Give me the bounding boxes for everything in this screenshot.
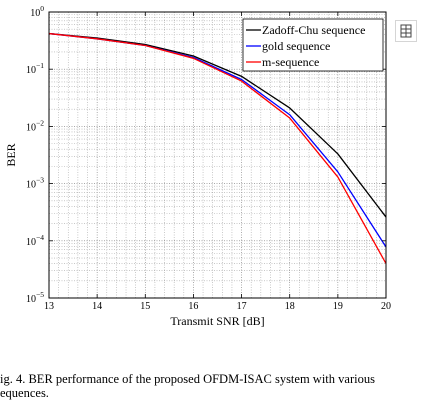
series-line-3 <box>48 32 387 264</box>
legend: Zadoff-Chu sequence gold sequence m-sequen… <box>242 18 384 72</box>
y-tick-exponent: −1 <box>36 61 44 70</box>
y-tick-exponent: −5 <box>36 290 44 299</box>
y-tick-label: 10−3 <box>26 176 44 191</box>
legend-box <box>242 18 384 72</box>
y-tick-base: 10 <box>26 237 36 248</box>
x-tick-label: 15 <box>140 301 150 312</box>
chart-series <box>48 32 387 264</box>
figure-caption: ig. 4. BER performance of the proposed O… <box>0 372 431 400</box>
table-icon[interactable] <box>395 20 417 42</box>
tick-marks <box>48 11 387 299</box>
y-tick-base: 10 <box>26 65 36 76</box>
x-tick-label: 14 <box>92 301 102 312</box>
series-line-1 <box>48 32 387 218</box>
legend-label: m-sequence <box>262 55 319 69</box>
y-tick-base: 10 <box>26 294 36 305</box>
caption-line-1: ig. 4. BER performance of the proposed O… <box>0 372 375 386</box>
y-tick-base: 10 <box>30 8 40 19</box>
x-tick-label: 17 <box>237 301 247 312</box>
y-axis-label: BER <box>4 143 18 166</box>
x-axis-label: Transmit SNR [dB] <box>170 314 264 328</box>
x-tick-label: 19 <box>333 301 343 312</box>
x-tick-label: 18 <box>285 301 295 312</box>
y-tick-label: 10−1 <box>26 61 44 76</box>
plot-frame <box>48 11 387 299</box>
legend-label: gold sequence <box>262 39 330 53</box>
y-tick-label: 10−2 <box>26 118 44 133</box>
y-tick-exponent: −2 <box>36 118 44 127</box>
y-tick-exponent: 0 <box>40 4 44 13</box>
y-tick-base: 10 <box>26 122 36 133</box>
y-tick-label: 100 <box>30 4 44 19</box>
table-icon-glyph <box>400 24 412 38</box>
y-tick-label: 10−4 <box>26 233 44 248</box>
y-tick-base: 10 <box>26 180 36 191</box>
ber-chart: 13 14 15 16 17 18 19 20 10010−110−210−310−410−5… <box>4 4 391 328</box>
x-tick-label: 13 <box>44 301 54 312</box>
caption-line-2: equences. <box>0 386 49 400</box>
y-tick-exponent: −4 <box>36 233 44 242</box>
x-tick-labels: 13 14 15 16 17 18 19 20 <box>44 301 391 312</box>
y-tick-label: 10−5 <box>26 290 44 305</box>
legend-label: Zadoff-Chu sequence <box>262 23 365 37</box>
x-tick-label: 16 <box>188 301 198 312</box>
y-tick-exponent: −3 <box>36 176 44 185</box>
x-tick-label: 20 <box>381 301 391 312</box>
